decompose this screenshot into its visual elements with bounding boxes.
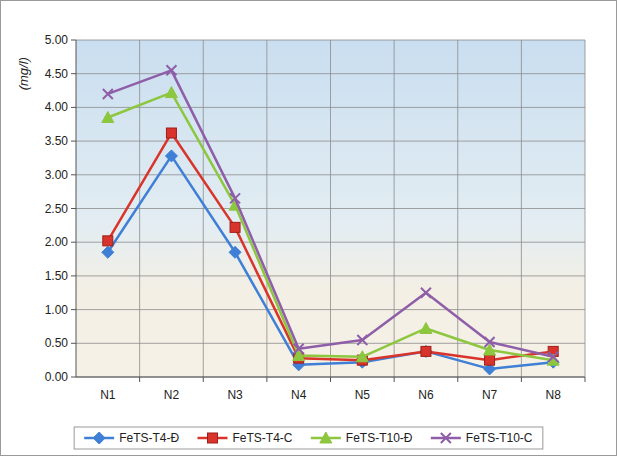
tick-y [71, 343, 76, 344]
marker [230, 193, 240, 203]
chart: 0.00 0.50 1.00 1.50 2.00 2.50 3.00 3.50 4.00 4.50… [0, 0, 617, 456]
marker [103, 89, 113, 99]
grid-x [330, 40, 331, 377]
legend-label: FeTS-T4-Đ [119, 431, 179, 445]
legend-marker [320, 432, 332, 443]
tick-x [394, 377, 395, 382]
marker [229, 246, 241, 258]
tick-label-x: N6 [418, 388, 434, 402]
marker [421, 346, 431, 356]
legend-item: FeTS-T4-C [197, 431, 292, 445]
tick-y [71, 174, 76, 175]
marker [420, 322, 432, 333]
axis-y [76, 40, 77, 377]
marker [485, 355, 495, 365]
tick-label-x: N3 [227, 388, 243, 402]
tick-x [330, 377, 331, 382]
tick-label-x: N7 [482, 388, 498, 402]
frame [1, 1, 617, 456]
tick-label-y: 5.00 [45, 33, 69, 47]
tick-y [71, 309, 76, 310]
plot-border [585, 40, 586, 377]
legend-label: FeTS-T10-Đ [346, 431, 413, 445]
marker [230, 222, 240, 232]
legend-item: FeTS-T10-Đ [311, 431, 413, 445]
marker [103, 236, 113, 246]
tick-x [585, 377, 586, 382]
tick-label-y: 2.00 [45, 235, 69, 249]
tick-label-x: N1 [100, 388, 116, 402]
marker [293, 349, 305, 360]
marker [357, 335, 367, 345]
marker [102, 246, 114, 258]
tick-label-y: 1.00 [45, 303, 69, 317]
grid-x [394, 40, 395, 377]
marker [421, 288, 431, 298]
tick-label-y: 2.50 [45, 202, 69, 216]
tick-x [203, 377, 204, 382]
grid-x [139, 40, 140, 377]
tick-y [71, 107, 76, 108]
marker [356, 351, 368, 362]
marker [294, 344, 304, 354]
tick-y [71, 141, 76, 142]
marker [166, 128, 176, 138]
tick-y [71, 40, 76, 41]
tick-x [521, 377, 522, 382]
marker [485, 337, 495, 347]
legend-item: FeTS-T4-Đ [84, 431, 179, 445]
marker [165, 87, 177, 98]
tick-x [457, 377, 458, 382]
tick-label-y: 1.50 [45, 269, 69, 283]
series-line [108, 133, 553, 360]
tick-label-y: 0.50 [45, 336, 69, 350]
grid-x [266, 40, 267, 377]
tick-y [71, 208, 76, 209]
legend-label: FeTS-T10-C [466, 431, 533, 445]
legend-marker [207, 433, 217, 443]
legend: FeTS-T4-Đ FeTS-T4-C FeTS-T10-Đ FeTS-T10-C [74, 427, 543, 449]
plot-area [76, 40, 585, 377]
tick-y [71, 73, 76, 74]
legend-marker [441, 433, 451, 443]
legend-marker [93, 432, 105, 444]
marker [102, 112, 114, 123]
tick-label-x: N5 [355, 388, 371, 402]
tick-label-x: N2 [164, 388, 180, 402]
tick-label-x: N8 [546, 388, 562, 402]
tick-label-y: 0.00 [45, 370, 69, 384]
tick-x [266, 377, 267, 382]
grid-x [457, 40, 458, 377]
series-line [108, 93, 553, 361]
marker [165, 150, 177, 162]
grid-x [521, 40, 522, 377]
tick-y [71, 242, 76, 243]
tick-y [71, 275, 76, 276]
tick-label-y: 3.50 [45, 134, 69, 148]
series-line [108, 70, 553, 356]
tick-x [139, 377, 140, 382]
series-line [108, 156, 553, 369]
y-axis-title: (mg/l) [16, 57, 31, 90]
marker [548, 352, 558, 362]
tick-label-x: N4 [291, 388, 307, 402]
grid-x [203, 40, 204, 377]
tick-y [71, 377, 76, 378]
marker [420, 345, 432, 357]
marker [166, 65, 176, 75]
plot-marks [102, 65, 559, 375]
legend-item: FeTS-T10-C [431, 431, 533, 445]
tick-label-y: 4.50 [45, 67, 69, 81]
tick-label-y: 4.00 [45, 100, 69, 114]
tick-label-y: 3.00 [45, 168, 69, 182]
legend-label: FeTS-T4-C [232, 431, 292, 445]
legend-box [74, 427, 543, 449]
